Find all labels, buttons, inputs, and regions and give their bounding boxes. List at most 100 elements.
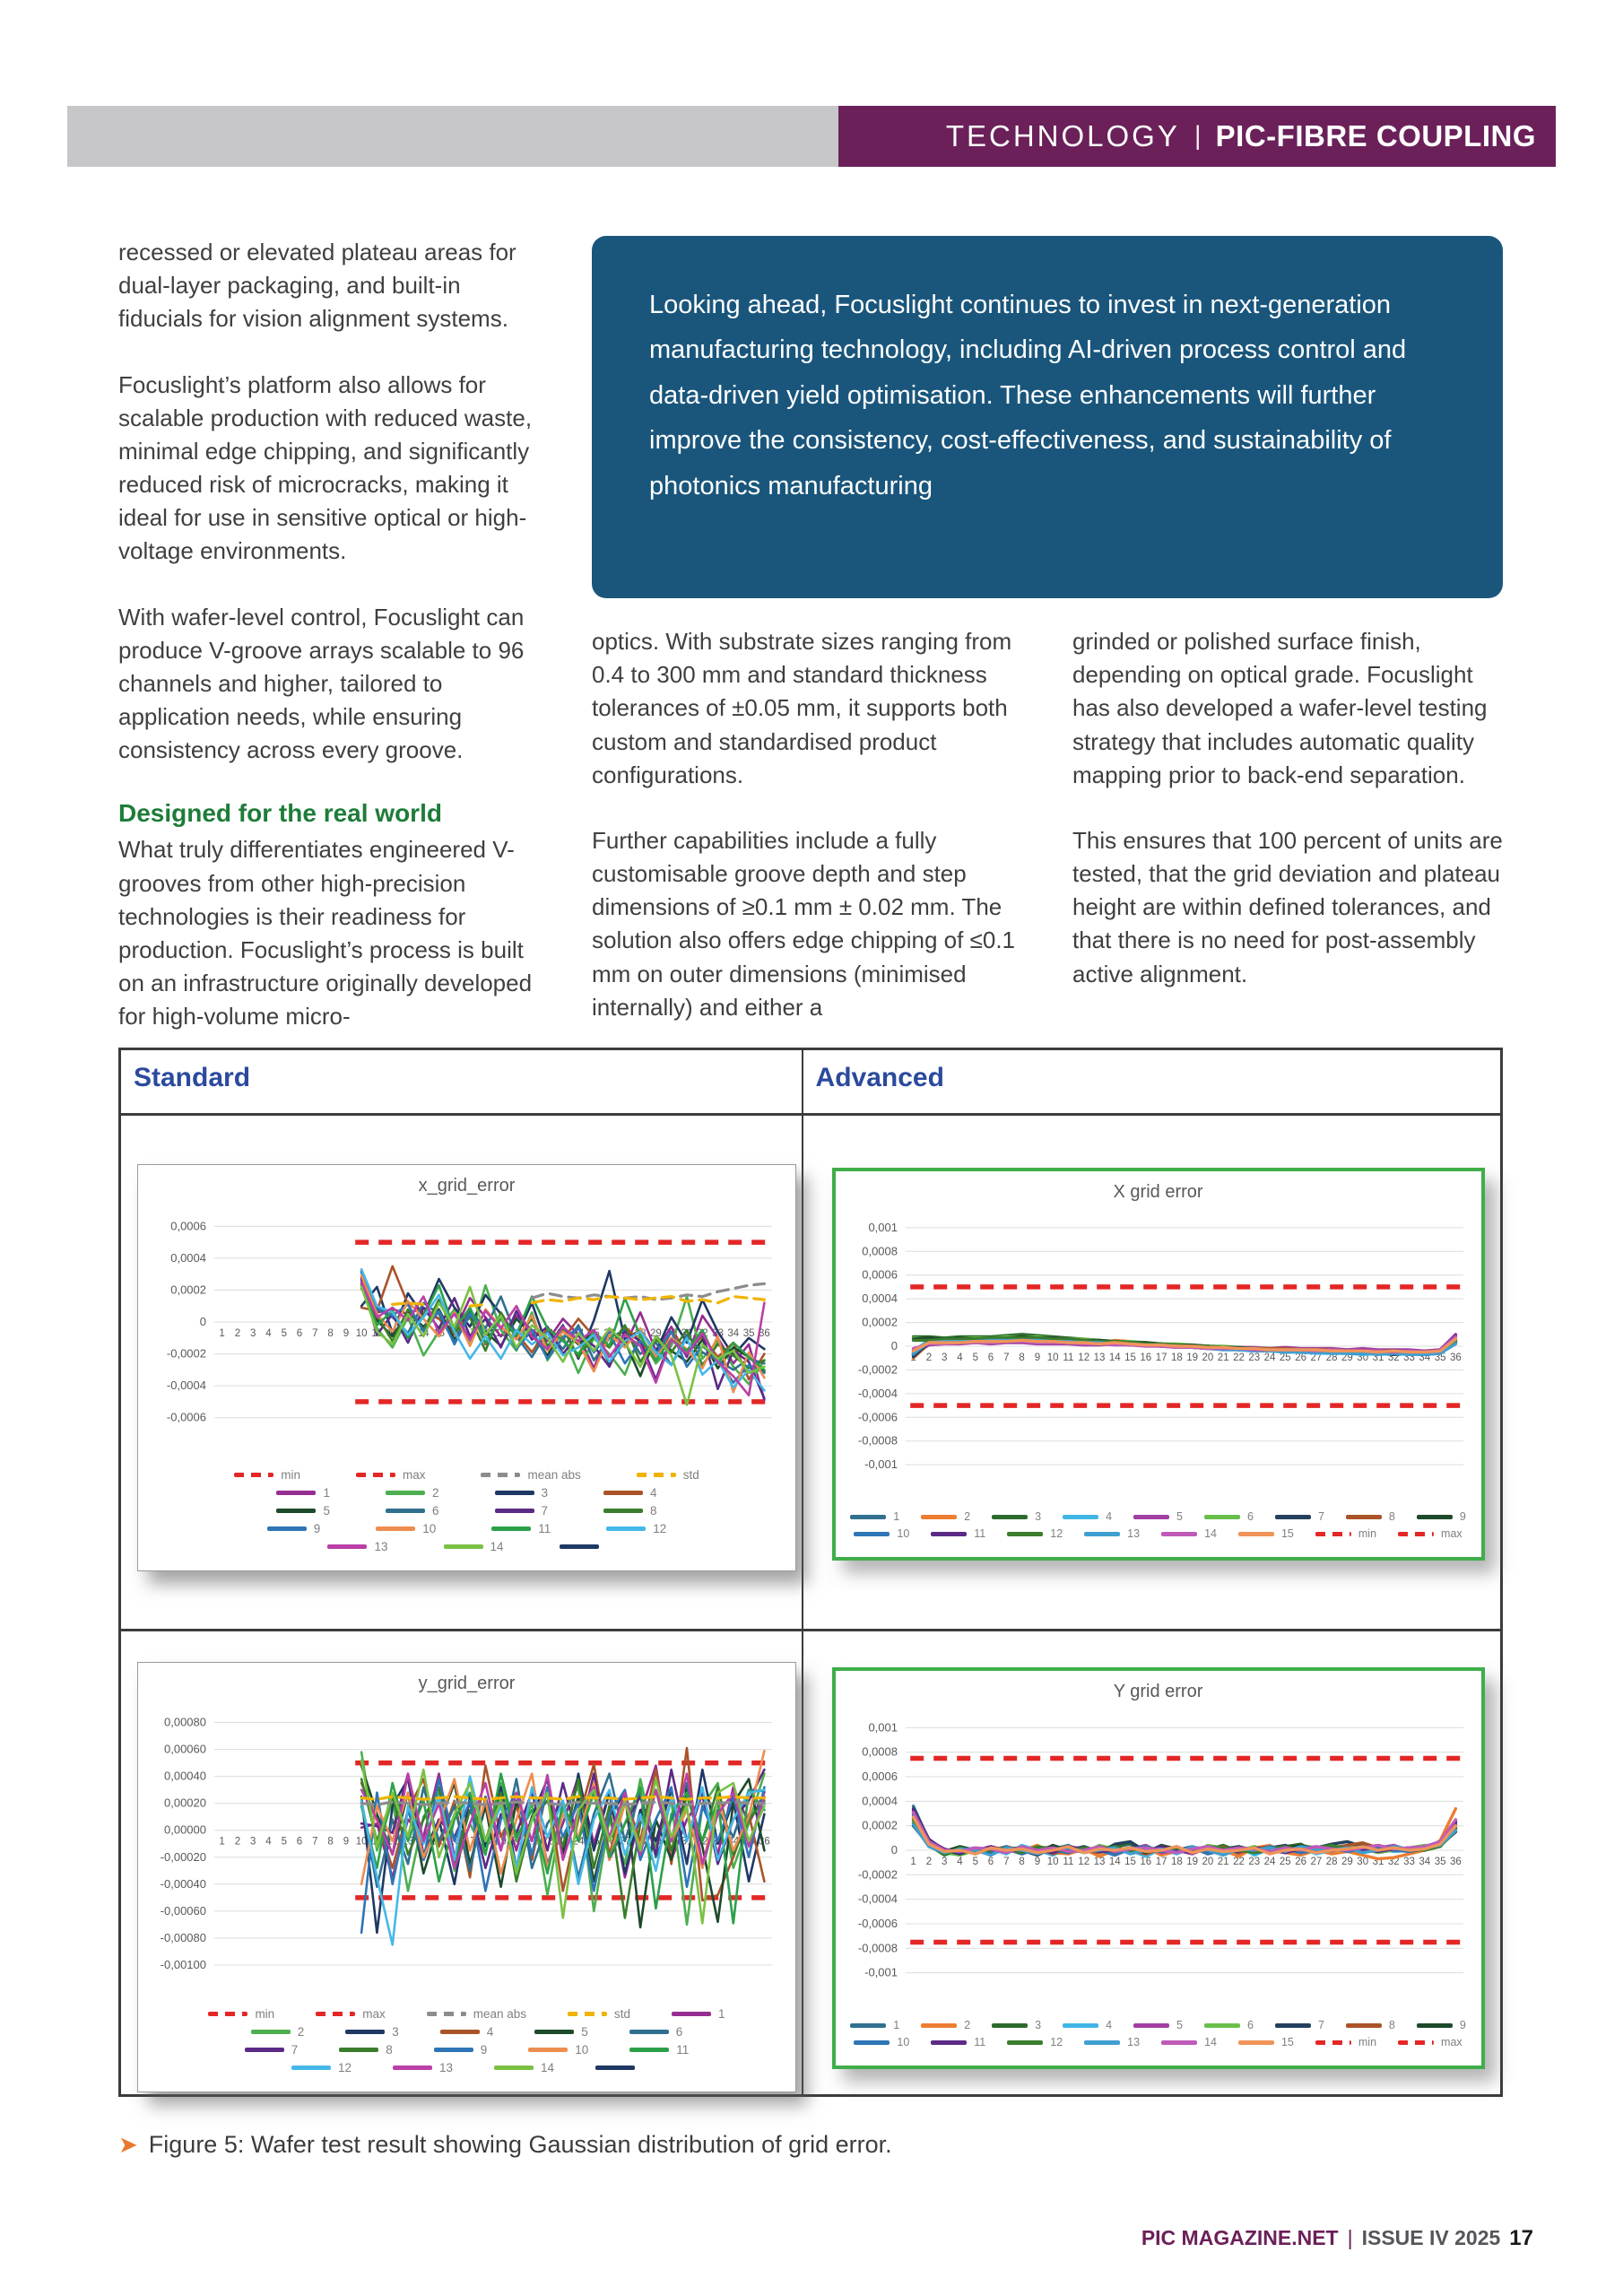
legend-swatch xyxy=(921,1514,958,1519)
legend-label: 5 xyxy=(581,2025,588,2039)
chart-title: x_grid_error xyxy=(418,1176,516,1196)
legend-item: mean abs xyxy=(426,2007,526,2021)
legend-item: 6 xyxy=(385,1504,439,1518)
legend-label: 6 xyxy=(1247,2019,1254,2031)
cell-y-grid-error-advanced: Y grid error 0,001 0,0008 0,0006 0,0004 0,000… xyxy=(803,1631,1500,2094)
legend-label: 4 xyxy=(1106,1510,1113,1523)
svg-text:34: 34 xyxy=(727,1328,739,1339)
svg-text:19: 19 xyxy=(1186,1352,1198,1363)
svg-text:2: 2 xyxy=(925,1352,931,1363)
legend-item: 1 xyxy=(850,2019,899,2031)
svg-text:5: 5 xyxy=(972,1352,977,1363)
article-two-columns: optics. With substrate sizes ranging fro… xyxy=(592,625,1503,1057)
legend-label: 9 xyxy=(1459,1510,1466,1523)
legend-label: 7 xyxy=(541,1504,549,1518)
svg-text:10: 10 xyxy=(1046,1857,1058,1867)
legend-item: 14 xyxy=(1161,2036,1217,2048)
legend-item: 9 xyxy=(266,1522,320,1535)
svg-text:16: 16 xyxy=(1140,1352,1151,1363)
footer-separator: | xyxy=(1347,2226,1353,2249)
legend-label: 12 xyxy=(1050,1527,1063,1540)
legend-item: 11 xyxy=(629,2043,689,2057)
svg-text:23: 23 xyxy=(1248,1857,1260,1867)
header-gray-bar xyxy=(67,106,838,167)
legend-swatch xyxy=(1063,1514,1099,1519)
svg-text:3: 3 xyxy=(249,1328,255,1339)
legend-swatch xyxy=(1345,2022,1382,2028)
svg-text:5: 5 xyxy=(281,1837,286,1848)
legend-label: 2 xyxy=(297,2025,305,2039)
legend-swatch xyxy=(992,2022,1028,2028)
legend-swatch xyxy=(494,1509,534,1513)
legend-label: 1 xyxy=(718,2007,725,2021)
svg-text:5: 5 xyxy=(281,1328,286,1339)
legend-swatch xyxy=(491,1526,532,1531)
svg-text:27: 27 xyxy=(1310,1857,1322,1867)
svg-text:0,001: 0,001 xyxy=(868,1221,898,1234)
legend-item: 6 xyxy=(1204,1510,1254,1523)
legend-swatch xyxy=(250,2030,291,2034)
legend-item: std xyxy=(636,1468,699,1482)
caption-text: Figure 5: Wafer test result showing Gaus… xyxy=(148,2131,892,2158)
legend-item: 8 xyxy=(603,1504,657,1518)
legend-label: 8 xyxy=(1388,2019,1395,2031)
legend-item: 5 xyxy=(276,1504,330,1518)
svg-text:-0,0006: -0,0006 xyxy=(166,1411,205,1424)
legend-swatch xyxy=(992,1514,1028,1519)
legend-item: 12 xyxy=(1007,1527,1063,1540)
legend-label: std xyxy=(682,1468,699,1482)
svg-text:0: 0 xyxy=(890,1843,897,1857)
legend-swatch xyxy=(345,2030,386,2034)
paragraph: With wafer-level control, Focuslight can… xyxy=(118,603,525,764)
legend-swatch xyxy=(376,1526,416,1531)
svg-text:10: 10 xyxy=(1046,1352,1058,1363)
svg-text:6: 6 xyxy=(296,1328,301,1339)
paragraph: This ensures that 100 percent of units a… xyxy=(1072,826,1503,987)
svg-text:-0,0006: -0,0006 xyxy=(857,1917,897,1930)
legend-label: 8 xyxy=(1388,1510,1395,1523)
chart-legend: 1 2 3 4 5 6 7 8 9 10 11 12 13 14 15 min max xyxy=(836,2011,1481,2066)
svg-text:7: 7 xyxy=(312,1328,317,1339)
svg-text:29: 29 xyxy=(650,1328,662,1339)
svg-text:-0,00020: -0,00020 xyxy=(160,1850,205,1864)
legend-label: min xyxy=(1358,2036,1377,2048)
chart-legend: min max mean abs std 1 2 3 4 5 6 7 8 9 10 11 12 13 14 xyxy=(138,1999,795,2092)
legend-item: 14 xyxy=(494,2061,554,2074)
svg-text:0,0004: 0,0004 xyxy=(862,1292,898,1305)
svg-text:35: 35 xyxy=(742,1328,754,1339)
legend-item: 4 xyxy=(1063,1510,1112,1523)
svg-text:8: 8 xyxy=(1019,1857,1024,1867)
svg-text:1: 1 xyxy=(910,1857,916,1867)
legend-label: 13 xyxy=(374,1540,388,1553)
svg-text:36: 36 xyxy=(1450,1857,1462,1867)
legend-swatch xyxy=(355,1473,395,1477)
legend-item xyxy=(559,1544,606,1549)
legend-swatch xyxy=(276,1491,317,1495)
svg-text:-0,00040: -0,00040 xyxy=(160,1877,205,1891)
svg-text:0,0002: 0,0002 xyxy=(170,1283,206,1296)
legend-item: 3 xyxy=(992,2019,1041,2031)
svg-text:-0,001: -0,001 xyxy=(864,1966,898,1979)
legend-swatch xyxy=(1133,2022,1170,2028)
header-title-block: TECHNOLOGY | PIC-FIBRE COUPLING xyxy=(838,106,1556,167)
legend-swatch xyxy=(603,1491,644,1495)
legend-row: min max mean abs std xyxy=(138,1468,795,1482)
legend-swatch xyxy=(1161,2039,1198,2045)
cell-x-grid-error-advanced: X grid error 0,001 0,0008 0,0006 0,0004 0,000… xyxy=(803,1116,1500,1629)
legend-item: 14 xyxy=(1161,1527,1217,1540)
legend-item: min xyxy=(234,1468,300,1482)
legend-swatch xyxy=(854,1531,890,1536)
svg-text:33: 33 xyxy=(1403,1857,1415,1867)
legend-label: 14 xyxy=(1204,2036,1217,2048)
svg-text:-0,0002: -0,0002 xyxy=(857,1362,897,1376)
legend-row: 9 10 11 12 xyxy=(138,1522,795,1535)
header-separator: | xyxy=(1193,121,1202,151)
legend-swatch xyxy=(327,1544,368,1549)
legend-label: 12 xyxy=(1050,2036,1063,2048)
svg-text:25: 25 xyxy=(1279,1857,1290,1867)
svg-text:-0,0004: -0,0004 xyxy=(857,1892,897,1906)
svg-text:6: 6 xyxy=(296,1837,301,1848)
svg-text:24: 24 xyxy=(1263,1352,1275,1363)
legend-label: 12 xyxy=(337,2061,352,2074)
paragraph: Focuslight’s platform also allows for sc… xyxy=(118,370,533,565)
